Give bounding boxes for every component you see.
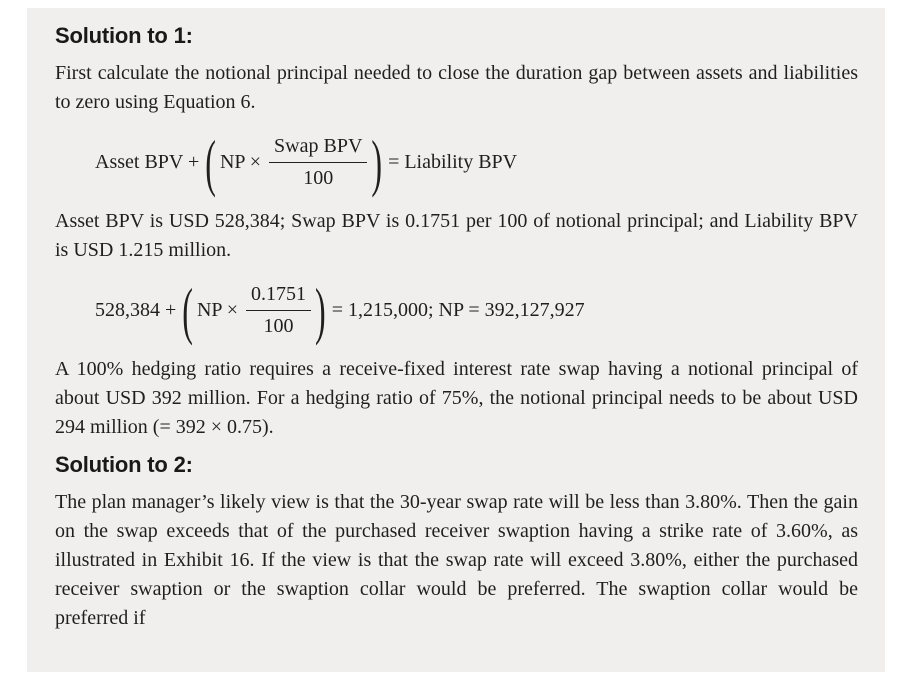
equation-1-open-paren: ( <box>205 126 216 198</box>
solution-1-conclusion-paragraph: A 100% hedging ratio requires a receive-… <box>55 358 858 438</box>
equation-2: 528,384 + ( NP × 0.1751 100 ) = 1,215,00… <box>55 274 858 346</box>
solution-box: Solution to 1: First calculate the notio… <box>27 8 885 672</box>
solution-1-intro-paragraph: First calculate the notional principal n… <box>55 62 858 113</box>
equation-1: Asset BPV + ( NP × Swap BPV 100 ) = Liab… <box>55 126 858 198</box>
equation-1-inner-term: NP × <box>219 150 262 173</box>
solution-1-values-paragraph: Asset BPV is USD 528,384; Swap BPV is 0.… <box>55 210 858 261</box>
solution-1-heading: Solution to 1: <box>55 23 193 48</box>
equation-2-open-paren: ( <box>182 274 193 346</box>
equation-1-close-paren: ) <box>371 126 383 198</box>
equation-1-denominator: 100 <box>303 166 334 189</box>
equation-1-numerator: Swap BPV <box>269 135 368 163</box>
solution-2-body-paragraph: The plan manager’s likely view is that t… <box>55 491 858 629</box>
equation-2-numerator: 0.1751 <box>246 283 312 311</box>
equation-2-inner-term: NP × <box>196 298 239 321</box>
equation-2-rhs: = 1,215,000; NP = 392,127,927 <box>331 298 585 321</box>
equation-2-denominator: 100 <box>263 314 294 337</box>
solution-2-heading: Solution to 2: <box>55 452 193 477</box>
equation-1-rhs: = Liability BPV <box>388 150 518 173</box>
equation-1-fraction: Swap BPV 100 <box>269 135 368 190</box>
equation-2-fraction: 0.1751 100 <box>246 283 312 338</box>
equation-1-lhs: Asset BPV + <box>95 150 200 173</box>
equation-2-close-paren: ) <box>315 274 326 346</box>
equation-2-lhs: 528,384 + <box>95 298 177 321</box>
